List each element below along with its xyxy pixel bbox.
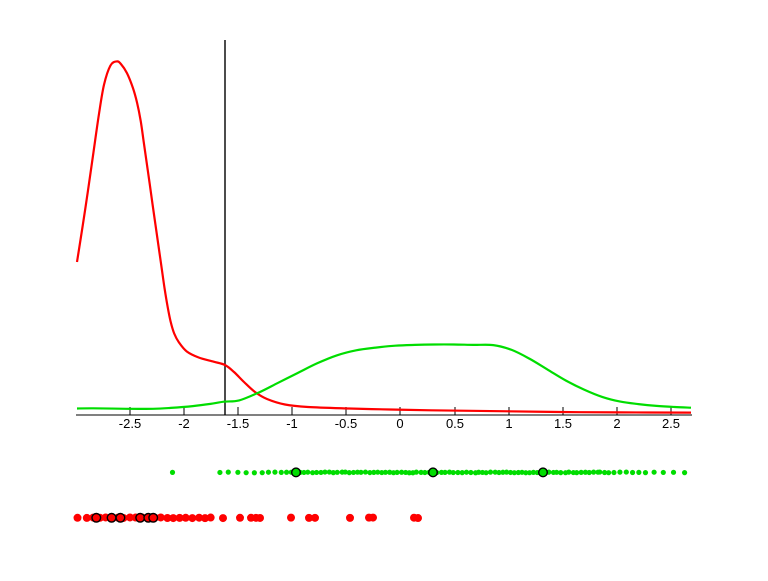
svg-text:0: 0 <box>396 416 403 431</box>
svg-text:0.5: 0.5 <box>446 416 464 431</box>
svg-text:-2: -2 <box>178 416 190 431</box>
svg-text:2: 2 <box>613 416 620 431</box>
svg-text:1: 1 <box>505 416 512 431</box>
svg-text:-2.5: -2.5 <box>119 416 141 431</box>
svg-text:1.5: 1.5 <box>554 416 572 431</box>
svg-text:-0.5: -0.5 <box>335 416 357 431</box>
svg-text:-1: -1 <box>286 416 298 431</box>
svg-text:2.5: 2.5 <box>662 416 680 431</box>
svg-text:-1.5: -1.5 <box>227 416 249 431</box>
